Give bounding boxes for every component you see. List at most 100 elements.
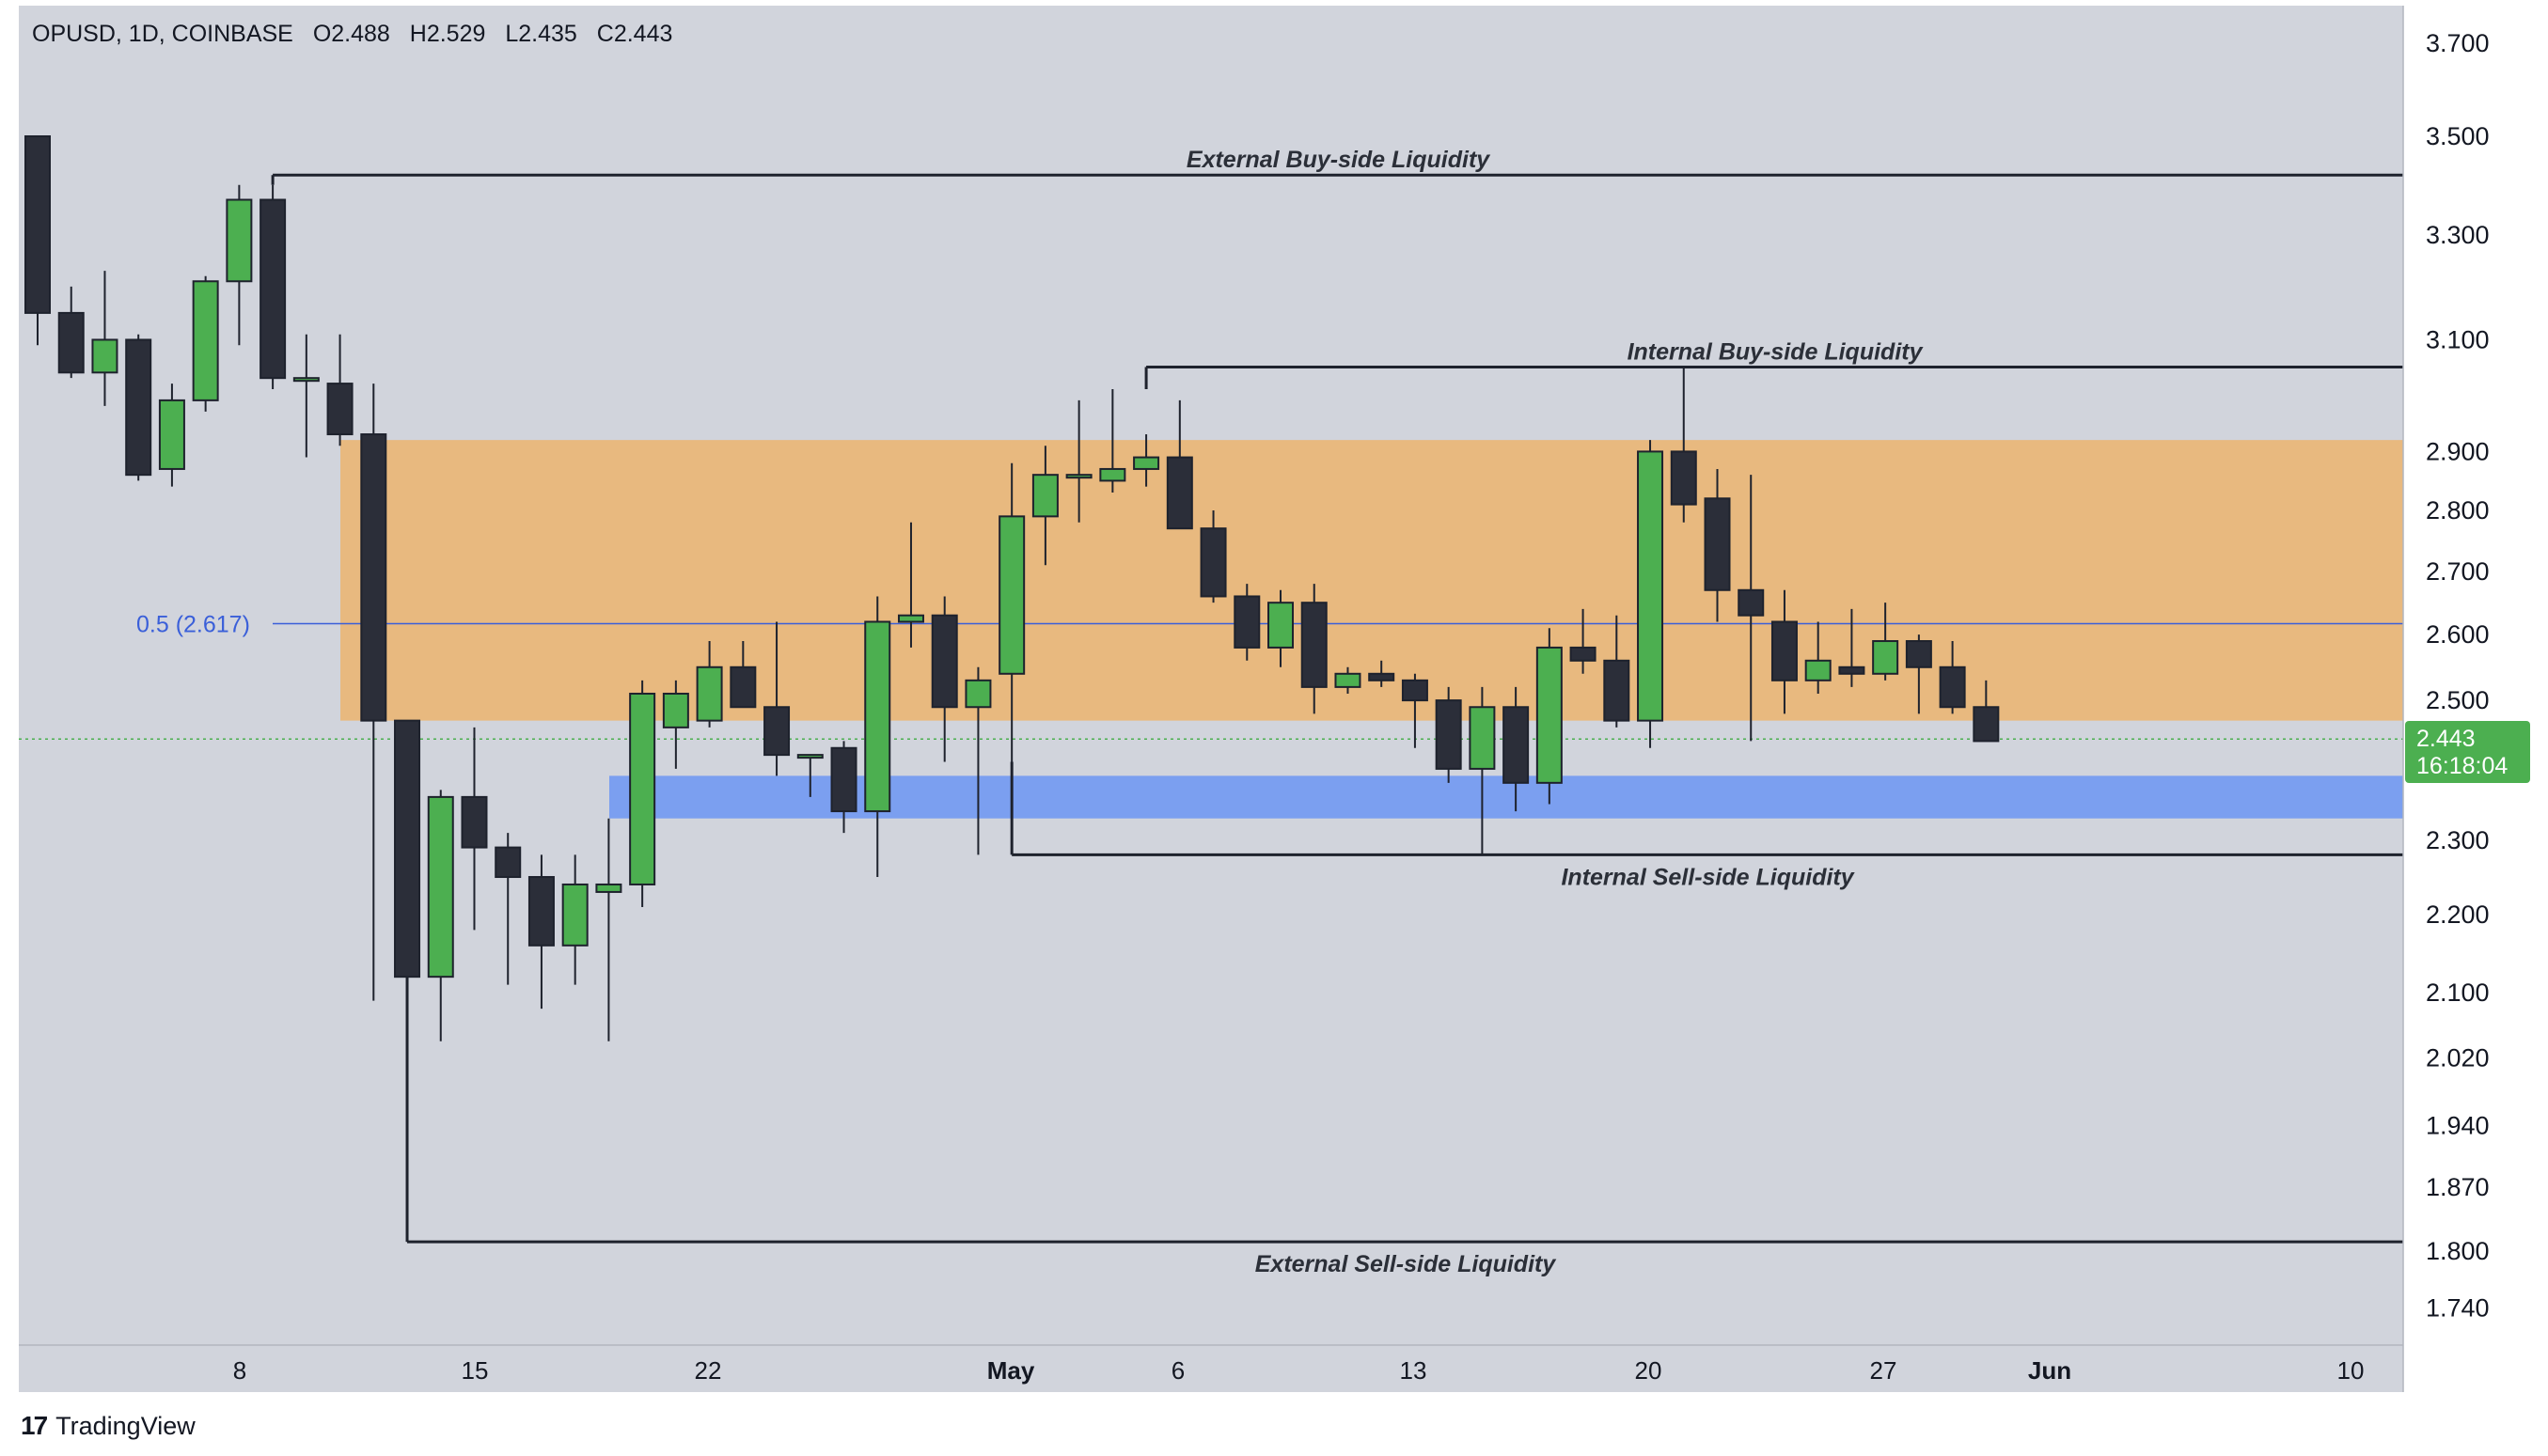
- candle-9[interactable]: [292, 334, 320, 458]
- candle-21[interactable]: [696, 641, 723, 728]
- candle-7[interactable]: [226, 184, 253, 346]
- candle-36[interactable]: [1200, 509, 1227, 603]
- candle-42[interactable]: [1401, 673, 1428, 748]
- candle-35[interactable]: [1166, 399, 1193, 530]
- candle-48[interactable]: [1603, 615, 1630, 728]
- time-tick-label: 15: [462, 1356, 489, 1385]
- candle-1[interactable]: [24, 135, 51, 346]
- candle-body-up: [1065, 474, 1093, 479]
- candle-38[interactable]: [1267, 589, 1295, 667]
- candle-40[interactable]: [1334, 666, 1361, 694]
- candle-body-down: [830, 746, 857, 813]
- candle-body-up: [897, 614, 924, 623]
- external-buy-side-label: External Buy-side Liquidity: [1187, 147, 1490, 173]
- candle-body-up: [1031, 474, 1059, 518]
- candle-47[interactable]: [1569, 608, 1596, 674]
- candle-8[interactable]: [260, 184, 287, 389]
- candle-body-down: [1838, 665, 1865, 675]
- candle-54[interactable]: [1804, 621, 1832, 694]
- candle-57[interactable]: [1905, 634, 1932, 714]
- candle-45[interactable]: [1502, 686, 1530, 812]
- candle-3[interactable]: [91, 271, 118, 406]
- candle-14[interactable]: [461, 727, 488, 931]
- candle-41[interactable]: [1368, 660, 1395, 687]
- last-price-value: 2.443: [2416, 726, 2476, 752]
- candle-body-down: [1770, 620, 1798, 681]
- candle-body-up: [1099, 467, 1126, 482]
- candles-layer[interactable]: [24, 135, 2000, 1243]
- candle-34[interactable]: [1133, 434, 1160, 487]
- candle-31[interactable]: [1031, 446, 1059, 566]
- candle-body-up: [796, 754, 824, 759]
- candle-51[interactable]: [1704, 468, 1731, 622]
- candle-22[interactable]: [730, 641, 757, 709]
- tradingview-brand-name: TradingView: [55, 1411, 196, 1440]
- candle-body-up: [629, 692, 656, 885]
- time-tick-label: 6: [1172, 1356, 1185, 1385]
- candle-13[interactable]: [427, 790, 454, 1041]
- candle-body-up: [662, 692, 689, 728]
- candle-18[interactable]: [595, 818, 622, 1041]
- price-tick-label: 2.900: [2426, 437, 2490, 465]
- price-tick-label: 2.700: [2426, 557, 2490, 586]
- price-axis[interactable]: 3.700 3.500 3.300 3.100 2.900 2.800 2.700 2.600…: [2426, 29, 2490, 1323]
- candle-5[interactable]: [158, 384, 185, 487]
- candle-body-up: [1804, 659, 1832, 681]
- candle-body-down: [461, 795, 488, 849]
- candle-37[interactable]: [1234, 584, 1261, 661]
- candle-12[interactable]: [394, 719, 421, 1243]
- symbol-info[interactable]: OPUSD, 1D, COINBASE: [32, 21, 293, 47]
- candle-33[interactable]: [1099, 388, 1126, 493]
- time-tick-label: 20: [1635, 1356, 1662, 1385]
- candle-body-down: [1738, 588, 1765, 617]
- candle-29[interactable]: [965, 666, 992, 855]
- candle-body-up: [1334, 672, 1361, 688]
- candle-body-down: [495, 846, 522, 879]
- price-tick-label: 1.940: [2426, 1111, 2490, 1139]
- candle-27[interactable]: [897, 522, 924, 648]
- candle-body-down: [1300, 602, 1328, 688]
- candle-44[interactable]: [1469, 686, 1496, 855]
- candle-49[interactable]: [1637, 440, 1664, 748]
- candle-24[interactable]: [796, 754, 824, 797]
- candle-55[interactable]: [1838, 608, 1865, 687]
- candle-body-down: [125, 338, 152, 477]
- candle-body-up: [292, 377, 320, 383]
- candle-53[interactable]: [1770, 589, 1798, 714]
- candle-11[interactable]: [360, 384, 387, 1001]
- candle-6[interactable]: [192, 275, 219, 412]
- symbol-header[interactable]: OPUSD, 1D, COINBASE O2.488 H2.529 L2.435…: [32, 21, 685, 48]
- candle-body-up: [1133, 456, 1160, 470]
- candle-39[interactable]: [1300, 584, 1328, 714]
- candle-59[interactable]: [1973, 680, 2000, 743]
- tradingview-logo[interactable]: 17 TradingView: [21, 1411, 196, 1441]
- candle-26[interactable]: [864, 596, 891, 878]
- candle-10[interactable]: [326, 334, 354, 446]
- candle-2[interactable]: [57, 286, 85, 379]
- candle-19[interactable]: [629, 680, 656, 908]
- candle-52[interactable]: [1738, 475, 1765, 742]
- candle-32[interactable]: [1065, 399, 1093, 523]
- candle-4[interactable]: [125, 334, 152, 481]
- candle-30[interactable]: [999, 462, 1026, 762]
- price-tick-label: 1.800: [2426, 1237, 2490, 1265]
- candle-28[interactable]: [931, 596, 958, 762]
- candle-25[interactable]: [830, 741, 857, 834]
- candle-23[interactable]: [763, 621, 791, 776]
- candle-15[interactable]: [495, 833, 522, 985]
- candle-body-up: [864, 620, 891, 813]
- candle-body-up: [999, 515, 1026, 675]
- candle-50[interactable]: [1670, 367, 1697, 523]
- candle-20[interactable]: [662, 680, 689, 769]
- candle-16[interactable]: [527, 854, 555, 1010]
- candle-56[interactable]: [1872, 603, 1899, 681]
- time-axis[interactable]: 8 15 22 May 6 13 20 27 Jun 10: [233, 1356, 2365, 1385]
- candle-43[interactable]: [1435, 686, 1462, 783]
- candle-body-up: [1535, 646, 1563, 784]
- candle-17[interactable]: [561, 854, 589, 985]
- candle-body-down: [1905, 640, 1932, 668]
- candle-58[interactable]: [1939, 641, 1966, 714]
- price-tick-label: 2.600: [2426, 620, 2490, 649]
- candle-46[interactable]: [1535, 628, 1563, 805]
